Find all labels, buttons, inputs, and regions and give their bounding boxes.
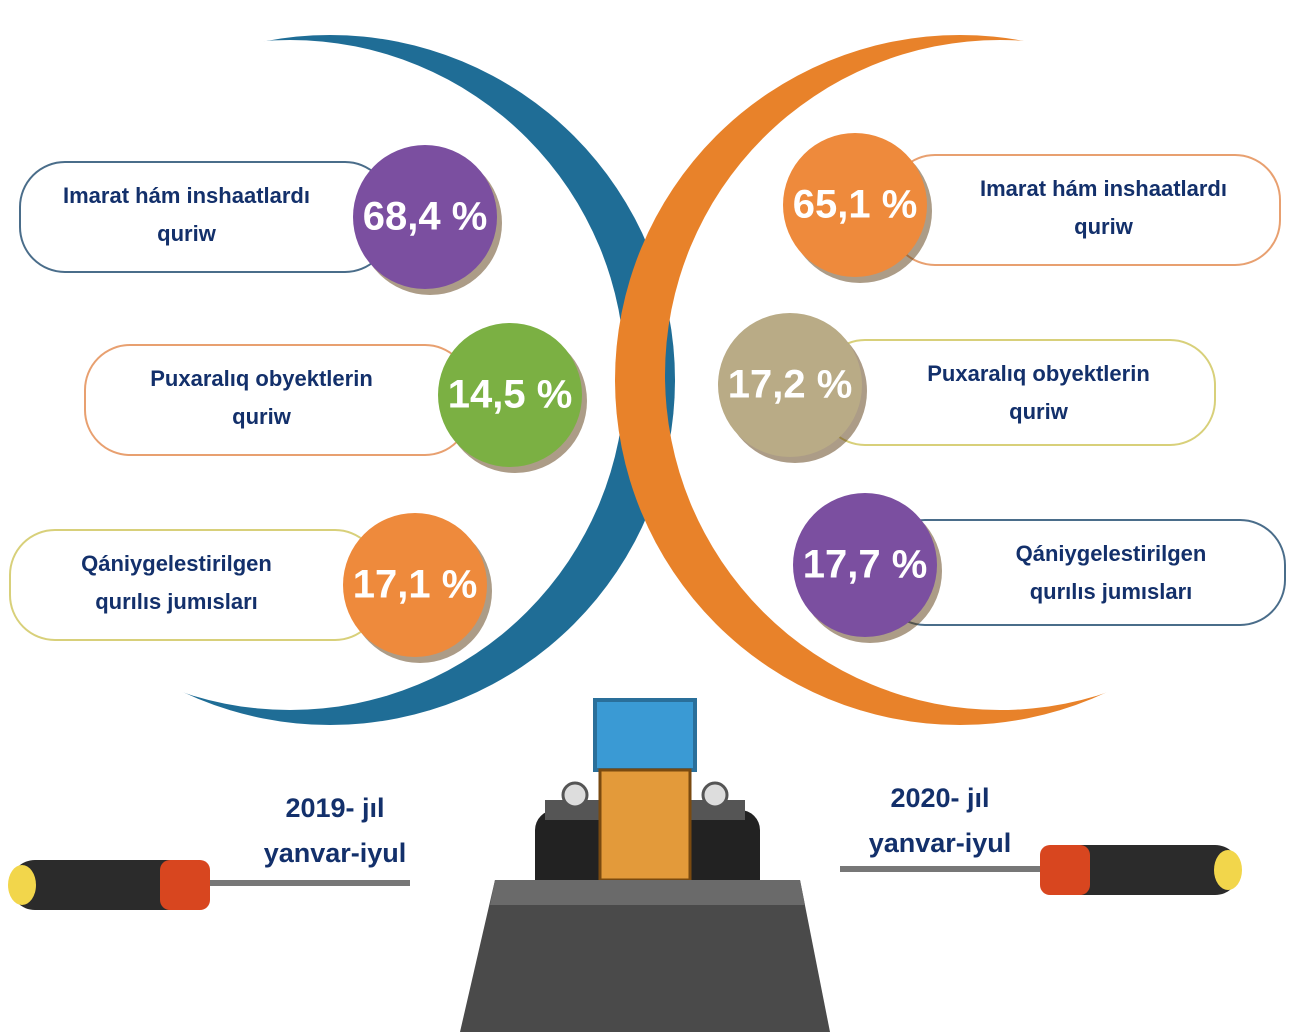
- item-value: 17,7 %: [803, 543, 928, 587]
- item-label: quriw: [1074, 214, 1134, 239]
- value-circle: [343, 513, 487, 657]
- item-label: quriw: [232, 404, 292, 429]
- period-label: 2020- jıl: [890, 783, 989, 813]
- item-value: 65,1 %: [793, 183, 918, 227]
- item-label: Qániygelestirilgen: [81, 551, 272, 576]
- item-value: 14,5 %: [448, 373, 573, 417]
- value-circle: [793, 493, 937, 637]
- label-box: [889, 154, 1281, 266]
- item-label: Imarat hám inshaatlardı: [980, 176, 1227, 201]
- value-circle: [438, 323, 582, 467]
- screwdriver-left: [8, 860, 410, 910]
- item-value: 68,4 %: [363, 195, 488, 239]
- label-box: [84, 344, 471, 456]
- item-label: Puxaralıq obyektlerin: [927, 361, 1150, 386]
- item-label: Imarat hám inshaatlardı: [63, 183, 310, 208]
- bulldozer: [460, 698, 830, 1032]
- screwdriver-right: [840, 845, 1242, 895]
- label-box: [9, 529, 381, 641]
- value-circle: [718, 313, 862, 457]
- item-value: 17,2 %: [728, 363, 853, 407]
- period-label: 2019- jıl: [285, 793, 384, 823]
- period-label: yanvar-iyul: [869, 828, 1012, 858]
- item-label: qurılıs jumısları: [1030, 579, 1193, 604]
- label-box: [819, 339, 1216, 446]
- item-label: Qániygelestirilgen: [1016, 541, 1207, 566]
- value-circle: [353, 145, 497, 289]
- item-label: Puxaralıq obyektlerin: [150, 366, 373, 391]
- label-box: [19, 161, 391, 273]
- period-label: yanvar-iyul: [264, 838, 407, 868]
- item-label: quriw: [157, 221, 217, 246]
- value-circle: [783, 133, 927, 277]
- item-label: qurılıs jumısları: [95, 589, 258, 614]
- item-label: quriw: [1009, 399, 1069, 424]
- item-value: 17,1 %: [353, 563, 478, 607]
